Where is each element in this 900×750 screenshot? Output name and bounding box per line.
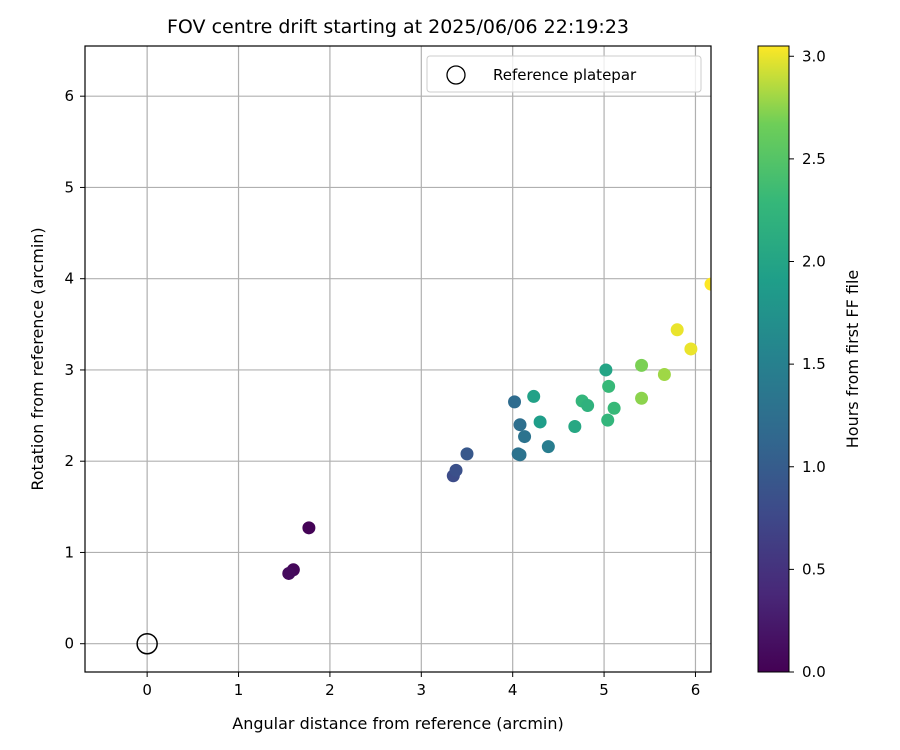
scatter-point	[513, 418, 527, 432]
scatter-point	[581, 399, 595, 413]
scatter-point	[599, 363, 613, 377]
y-tick-label: 5	[64, 178, 74, 196]
colorbar-tick-label: 1.0	[802, 458, 826, 476]
scatter-point	[533, 415, 547, 429]
reference-platepar-marker	[136, 632, 158, 655]
y-tick-label: 2	[64, 452, 74, 470]
scatter-point	[635, 391, 649, 405]
scatter-point	[508, 395, 522, 409]
colorbar-tick-label: 3.0	[802, 47, 826, 65]
y-tick-label: 3	[64, 361, 74, 379]
scatter-point	[684, 342, 698, 356]
data-points	[136, 277, 711, 655]
colorbar: 0.0 0.5 1.0 1.5 2.0 2.5 3.0 Hours from first F…	[757, 45, 862, 681]
colorbar-tick-label: 2.0	[802, 253, 826, 271]
scatter-point	[302, 521, 316, 535]
scatter-point	[607, 401, 621, 415]
colorbar-tick-label: 2.5	[802, 150, 826, 168]
scatter-point	[282, 566, 296, 580]
legend-label: Reference platepar	[493, 66, 637, 84]
y-axis-ticks: 0 1 2 3 4 5 6	[64, 87, 85, 653]
scatter-point	[518, 430, 532, 444]
scatter-point	[513, 448, 527, 462]
scatter-point	[657, 368, 671, 382]
y-tick-label: 6	[64, 87, 74, 105]
x-tick-label: 1	[234, 681, 244, 699]
x-tick-label: 2	[325, 681, 335, 699]
colorbar-gradient	[757, 45, 790, 673]
scatter-point	[601, 413, 615, 427]
x-axis-ticks: 0 1 2 3 4 5 6	[142, 672, 700, 699]
y-tick-label: 0	[64, 635, 74, 653]
chart-title: FOV centre drift starting at 2025/06/06 …	[167, 16, 629, 38]
grid	[85, 46, 711, 672]
scatter-point	[527, 389, 541, 403]
scatter-point	[449, 463, 463, 477]
legend: Reference platepar	[426, 55, 702, 93]
x-tick-label: 3	[417, 681, 427, 699]
x-tick-label: 6	[691, 681, 701, 699]
plot-frame	[84, 45, 712, 673]
scatter-point	[670, 323, 684, 337]
scatter-point	[602, 379, 616, 393]
colorbar-tick-label: 1.5	[802, 355, 826, 373]
legend-box	[426, 55, 702, 93]
scatter-point	[541, 440, 555, 454]
x-tick-label: 0	[142, 681, 152, 699]
y-tick-label: 1	[64, 543, 74, 561]
scatter-point	[704, 277, 711, 291]
colorbar-tick-label: 0.5	[802, 560, 826, 578]
y-axis-label: Rotation from reference (arcmin)	[28, 227, 47, 490]
colorbar-tick-label: 0.0	[802, 663, 826, 681]
scatter-point	[635, 358, 649, 372]
scatter-point	[568, 420, 582, 434]
colorbar-ticks: 0.0 0.5 1.0 1.5 2.0 2.5 3.0	[789, 47, 826, 681]
scatter-point	[460, 447, 474, 461]
y-tick-label: 4	[64, 270, 74, 288]
x-tick-label: 5	[599, 681, 609, 699]
x-axis-label: Angular distance from reference (arcmin)	[232, 714, 563, 733]
legend-marker-icon	[446, 65, 466, 85]
x-tick-label: 4	[508, 681, 518, 699]
colorbar-label: Hours from first FF file	[843, 270, 862, 449]
